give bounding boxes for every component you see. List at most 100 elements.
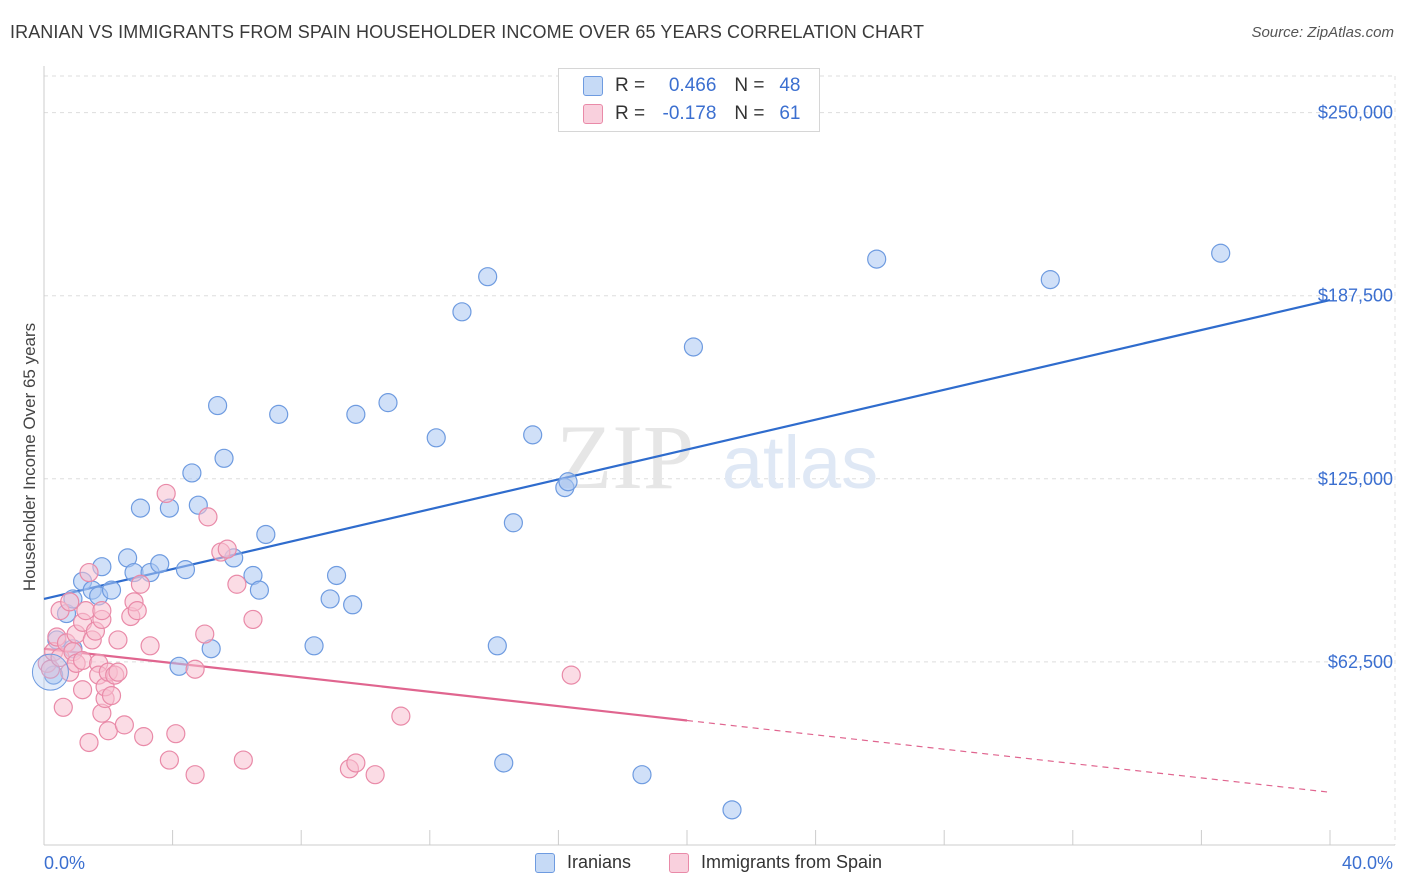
data-point [185,659,205,679]
data-point [452,302,472,322]
x-tick-label: 40.0% [1342,853,1393,873]
x-tick-label: 0.0% [44,853,85,873]
data-point [130,498,151,518]
data-point [346,753,366,773]
data-point [478,267,498,287]
data-point [114,715,134,735]
data-point [233,750,253,770]
data-point [208,395,228,416]
data-point [378,393,398,413]
data-point [72,680,93,700]
trend-line-spain-extension [686,719,1331,793]
data-point [166,724,186,744]
trend-line-spain [43,647,688,722]
data-point [346,404,366,424]
series-label-spain: Immigrants from Spain [701,852,883,872]
y-tick-label: $125,000 [1318,469,1393,489]
data-point [72,650,93,671]
data-point [426,428,446,448]
legend-n-value: 48 [779,75,801,96]
data-point [256,524,276,545]
data-point [320,589,340,609]
data-point [134,727,154,747]
axes [43,66,1395,846]
data-point [304,636,324,656]
series-points-iranians [44,243,1231,820]
data-point [140,636,160,656]
trend-lines [43,299,1331,793]
data-point [867,249,887,269]
data-point [150,554,170,574]
data-point [503,513,523,533]
legend-row-spain: R = -0.178 N = 61 [583,101,801,127]
gridlines [44,75,1396,845]
legend-r-value: 0.466 [668,75,717,96]
data-point [195,624,215,644]
data-point [108,630,128,650]
data-point [182,463,202,483]
data-point [249,580,270,600]
data-point [101,685,122,706]
data-point [79,562,99,583]
data-point [365,765,385,785]
legend-n-label: N = [734,75,765,96]
data-point [391,706,411,726]
data-point [494,753,514,773]
series-swatch-spain [669,852,689,873]
legend-row-iranians: R = 0.466 N = 48 [583,73,801,99]
data-point [185,765,205,785]
data-point [198,507,218,527]
data-point [31,653,69,691]
data-point [487,636,507,656]
data-point [523,425,543,445]
watermark: ZIP atlas [556,406,878,508]
legend-swatch-spain [583,104,603,124]
chart-title: IRANIAN VS IMMIGRANTS FROM SPAIN HOUSEHO… [10,22,925,42]
data-point [326,565,347,586]
data-point [159,750,179,770]
series-legend-spain[interactable]: Immigrants from Spain [669,852,882,873]
legend-n-value: 61 [779,103,801,124]
data-point [1211,243,1231,263]
data-point [130,574,151,594]
data-points [31,243,1231,820]
data-point [127,601,147,621]
data-point [227,574,247,594]
series-swatch-iranians [535,852,555,873]
legend-r-label: R = [615,75,646,96]
y-tick-label: $187,500 [1318,286,1393,306]
y-tick-label: $62,500 [1328,652,1393,672]
data-point [269,404,289,424]
trend-line-iranians [43,299,1331,600]
data-point [98,721,118,741]
data-point [169,656,189,676]
series-legend: Iranians Immigrants from Spain [0,852,1406,876]
data-point [60,592,80,612]
stats-legend: R = 0.466 N = 48 R = -0.178 N = 61 [558,68,820,132]
legend-swatch-iranians [583,76,603,96]
data-point [175,560,196,580]
series-legend-iranians[interactable]: Iranians [535,852,631,873]
legend-r-label: R = [615,103,646,124]
source-label: Source: ZipAtlas.com [1251,24,1394,41]
data-point [79,732,99,753]
data-point [343,595,363,615]
data-point [156,483,176,504]
tick-labels: $62,500 $125,000 $187,500 $250,000 0.0% 40.0% [44,103,1393,873]
watermark-atlas: atlas [722,421,878,504]
y-tick-label: $250,000 [1318,103,1393,123]
watermark-zip: ZIP [556,406,694,508]
data-point [92,601,112,621]
data-point [108,662,128,682]
data-point [722,800,742,820]
series-label-iranians: Iranians [567,852,632,872]
data-point [561,665,581,685]
data-point [683,337,704,357]
data-point [76,601,96,621]
data-point [632,765,652,785]
series-points-spain [37,483,581,785]
data-point [101,580,122,600]
data-point [558,472,578,492]
data-point [214,448,234,468]
